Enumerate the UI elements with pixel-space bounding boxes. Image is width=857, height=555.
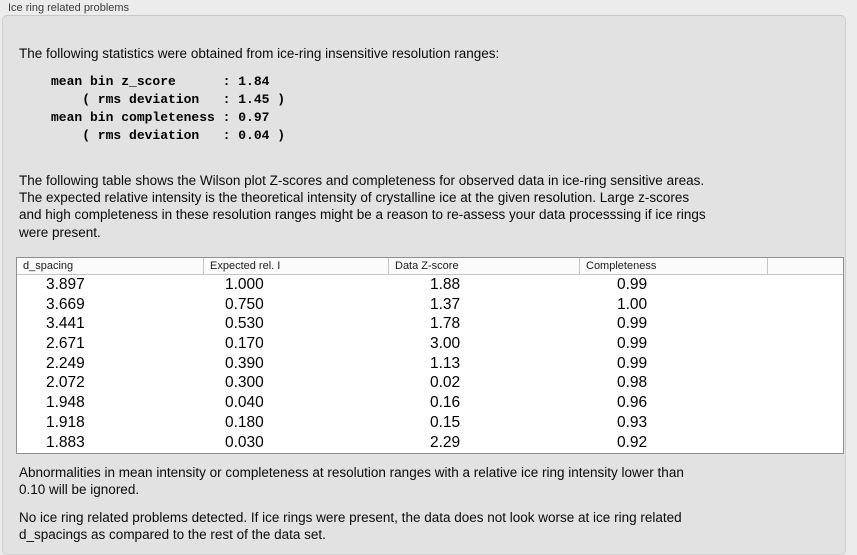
table-cell: 0.16 — [430, 394, 461, 412]
table-cell: 1.883 — [46, 433, 85, 451]
column-header-expected-rel-i[interactable]: Expected rel. I — [204, 258, 389, 274]
table-cell: 0.92 — [617, 433, 648, 451]
table-row[interactable]: 3.669 0.750 1.37 1.00 — [17, 295, 843, 315]
ignore-note-text: Abnormalities in mean intensity or compl… — [19, 465, 684, 498]
column-header-d-spacing[interactable]: d_spacing — [17, 258, 204, 274]
table-cell: 0.530 — [225, 315, 264, 333]
table-row[interactable]: 3.897 1.000 1.88 0.99 — [17, 275, 843, 295]
table-cell: 0.170 — [225, 335, 264, 353]
table-cell: 0.390 — [225, 354, 264, 372]
table-cell: 0.99 — [617, 335, 648, 353]
table-row[interactable]: 1.918 0.180 0.15 0.93 — [17, 413, 843, 433]
table-cell: 0.300 — [225, 374, 264, 392]
conclusion-text: No ice ring related problems detected. I… — [19, 510, 682, 543]
table-cell: 1.13 — [430, 354, 461, 372]
table-row[interactable]: 1.883 0.030 2.29 0.92 — [17, 433, 843, 453]
table-cell: 1.78 — [430, 315, 461, 333]
table-cell: 0.030 — [225, 433, 264, 451]
table-cell: 3.00 — [430, 335, 461, 353]
table-cell: 0.15 — [430, 413, 461, 431]
table-cell: 1.88 — [430, 276, 461, 293]
group-box-label: Ice ring related problems — [8, 2, 130, 14]
table-cell: 2.671 — [46, 335, 85, 353]
table-cell: 0.99 — [617, 315, 648, 333]
column-header-data-z-score[interactable]: Data Z-score — [389, 258, 580, 274]
table-row[interactable]: 2.671 0.170 3.00 0.99 — [17, 334, 843, 354]
table-cell: 3.441 — [46, 315, 85, 333]
table-row[interactable]: 2.072 0.300 0.02 0.98 — [17, 373, 843, 393]
column-header-completeness[interactable]: Completeness — [580, 258, 768, 274]
intro-text: The following statistics were obtained f… — [19, 46, 500, 61]
table-cell: 1.00 — [617, 295, 648, 313]
table-cell: 0.93 — [617, 413, 648, 431]
table-cell: 3.669 — [46, 295, 85, 313]
table-cell: 1.37 — [430, 295, 461, 313]
table-description: The following table shows the Wilson plo… — [19, 173, 706, 240]
ice-ring-table: d_spacing Expected rel. I Data Z-score C… — [16, 257, 844, 454]
table-row[interactable]: 2.249 0.390 1.13 0.99 — [17, 354, 843, 374]
table-cell: 0.040 — [225, 394, 264, 412]
table-cell: 1.948 — [46, 394, 85, 412]
column-header-empty[interactable] — [768, 258, 843, 274]
table-cell: 0.99 — [617, 276, 648, 293]
table-body: 3.897 1.000 1.88 0.99 3.669 0.750 1.37 1.00 3.44… — [17, 275, 843, 452]
table-cell: 1.000 — [225, 276, 264, 293]
table-cell: 0.98 — [617, 374, 648, 392]
table-cell: 1.918 — [46, 413, 85, 431]
table-cell: 0.180 — [225, 413, 264, 431]
table-row[interactable]: 3.441 0.530 1.78 0.99 — [17, 314, 843, 334]
stats-block: mean bin z_score : 1.84 ( rms deviation … — [51, 74, 286, 143]
table-cell: 0.96 — [617, 394, 648, 412]
table-cell: 0.02 — [430, 374, 461, 392]
group-box-panel: The following statistics were obtained f… — [2, 15, 846, 555]
table-row[interactable]: 1.948 0.040 0.16 0.96 — [17, 393, 843, 413]
table-cell: 0.750 — [225, 295, 264, 313]
table-cell: 2.249 — [46, 354, 85, 372]
table-cell: 0.99 — [617, 354, 648, 372]
table-header-row: d_spacing Expected rel. I Data Z-score C… — [17, 258, 843, 275]
table-cell: 3.897 — [46, 276, 85, 293]
table-cell: 2.29 — [430, 433, 461, 451]
table-cell: 2.072 — [46, 374, 85, 392]
